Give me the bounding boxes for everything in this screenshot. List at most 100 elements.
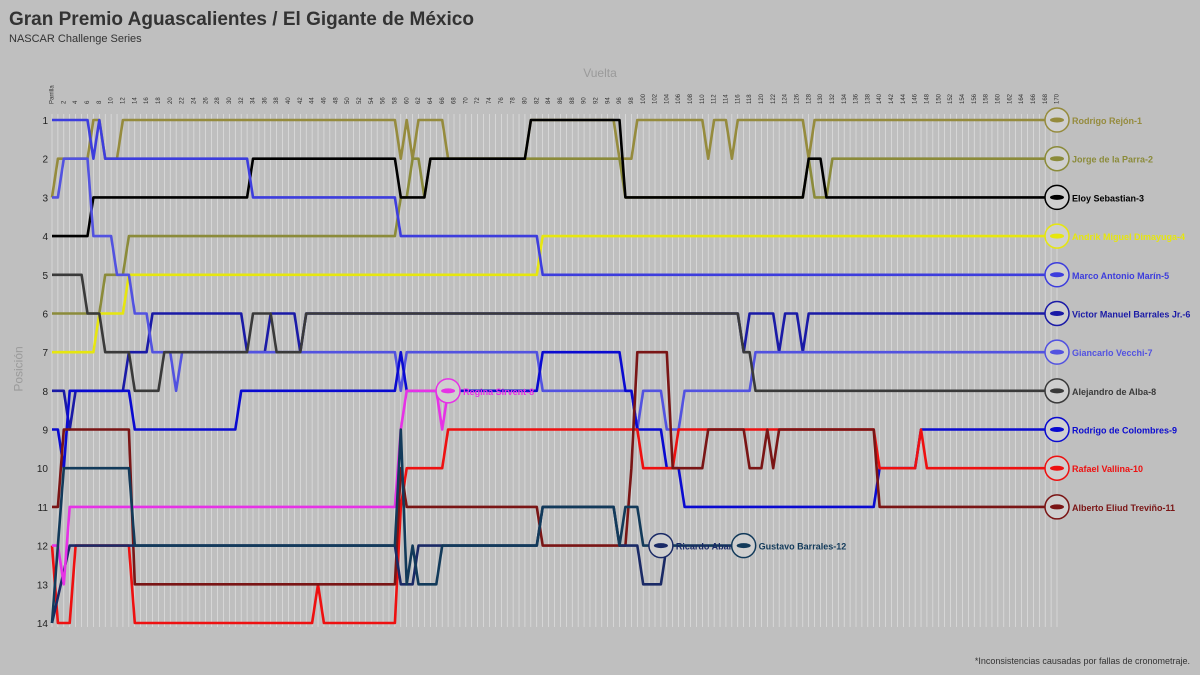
x-tick-label: 106 xyxy=(676,93,682,104)
x-tick-label: 48 xyxy=(333,97,339,104)
x-tick-label: 24 xyxy=(191,97,197,104)
x-tick-label: 114 xyxy=(724,94,730,104)
x-tick-label: 132 xyxy=(830,93,836,104)
x-tick-label: 170 xyxy=(1055,93,1061,104)
chart-title: Gran Premio Aguascalientes / El Gigante … xyxy=(9,9,474,30)
x-tick-label: 120 xyxy=(759,93,765,104)
x-tick-label: 116 xyxy=(735,94,741,104)
series-end-label: Rodrigo de Colombres-9 xyxy=(1072,426,1177,436)
x-tick-label: 4 xyxy=(73,100,79,104)
x-tick-label: 40 xyxy=(286,97,292,104)
x-tick-label: 154 xyxy=(960,93,966,104)
x-tick-label: 104 xyxy=(664,93,670,104)
x-tick-label: 70 xyxy=(463,97,469,104)
y-tick-label: 9 xyxy=(42,426,48,437)
x-tick-label: 124 xyxy=(783,93,789,104)
y-tick-label: 6 xyxy=(42,309,48,320)
x-tick-label: 84 xyxy=(546,97,552,104)
x-tick-label: 126 xyxy=(794,93,800,104)
car-icon xyxy=(1050,388,1064,394)
x-tick-label: 8 xyxy=(97,100,103,104)
x-tick-label: 34 xyxy=(251,97,257,104)
x-tick-label: 148 xyxy=(925,93,931,104)
x-tick-label: 26 xyxy=(203,97,209,104)
car-icon xyxy=(1050,349,1064,355)
series-line xyxy=(52,157,1057,315)
y-tick-label: 5 xyxy=(42,271,48,282)
x-tick-label: 32 xyxy=(239,97,245,104)
x-tick-label: 72 xyxy=(475,97,481,104)
y-tick-label: 1 xyxy=(42,116,48,127)
x-tick-label: 156 xyxy=(972,93,978,104)
chart-subtitle: NASCAR Challenge Series xyxy=(9,33,142,45)
x-tick-label: 142 xyxy=(889,93,895,104)
x-tick-label: 136 xyxy=(854,93,860,104)
x-tick-label: 86 xyxy=(558,97,564,104)
series-end-label: Alejandro de Alba-8 xyxy=(1072,387,1156,397)
y-tick-label: 11 xyxy=(38,503,49,514)
car-icon xyxy=(1050,427,1064,433)
x-tick-label: 108 xyxy=(688,93,694,104)
x-tick-label: 56 xyxy=(381,97,387,104)
x-tick-label: 22 xyxy=(180,97,186,104)
y-tick-label: 14 xyxy=(37,619,49,630)
y-tick-label: 12 xyxy=(37,542,49,553)
car-icon xyxy=(653,543,668,549)
y-tick-label: 3 xyxy=(42,193,48,204)
x-tick-label: 98 xyxy=(629,97,635,104)
x-tick-label: 20 xyxy=(168,97,174,104)
series-end-label: Eloy Sebastian-3 xyxy=(1072,193,1144,203)
series-line xyxy=(52,350,1057,509)
x-tick-label: 158 xyxy=(984,93,990,104)
x-tick-label: 112 xyxy=(712,94,718,104)
y-tick-label: 13 xyxy=(37,580,49,591)
x-tick-label: 2 xyxy=(61,100,67,104)
series-end-label: Marco Antonio Marín-5 xyxy=(1072,271,1169,281)
x-tick-label: 38 xyxy=(274,97,280,104)
y-tick-label: 10 xyxy=(37,464,49,475)
car-icon xyxy=(1050,233,1064,239)
x-tick-label: 12 xyxy=(121,97,127,104)
series-end-label: Gustavo Barrales-12 xyxy=(759,542,847,552)
x-tick-label: 76 xyxy=(499,97,505,104)
x-tick-label: 96 xyxy=(617,97,623,104)
y-tick-label: 7 xyxy=(42,348,48,359)
x-tick-label: 58 xyxy=(392,97,398,104)
x-tick-label: 80 xyxy=(523,97,529,104)
series-end-label: Rodrigo Rejón-1 xyxy=(1072,116,1142,126)
x-tick-label: 46 xyxy=(322,97,328,104)
x-tick-label: 30 xyxy=(227,97,233,104)
x-tick-label: 138 xyxy=(865,93,871,104)
series-end-label: Andrik Miguel Dimayuga-4 xyxy=(1072,232,1185,242)
car-icon xyxy=(1050,272,1064,278)
x-tick-label: 100 xyxy=(641,93,647,104)
series-line xyxy=(50,428,744,624)
x-tick-label: 60 xyxy=(404,97,410,104)
car-icon xyxy=(441,388,456,394)
x-tick-label: 110 xyxy=(700,94,706,104)
x-tick-label: 152 xyxy=(948,93,954,104)
x-tick-label: 10 xyxy=(109,97,115,104)
x-tick-label: 146 xyxy=(913,93,919,104)
x-tick-label: 144 xyxy=(901,93,907,104)
car-icon xyxy=(1050,117,1064,123)
x-tick-label: 82 xyxy=(534,97,540,104)
x-tick-label: 66 xyxy=(440,97,446,104)
x-tick-label: 68 xyxy=(452,97,458,104)
car-icon xyxy=(1050,310,1064,316)
x-tick-label: 74 xyxy=(487,97,493,104)
car-icon xyxy=(736,543,751,549)
x-axis-label: Vuelta xyxy=(583,66,617,80)
series-line xyxy=(52,118,1057,238)
x-tick-label: 168 xyxy=(1043,93,1049,104)
series-line xyxy=(52,118,1057,277)
x-tick-label: 62 xyxy=(416,97,422,104)
x-tick-label: 88 xyxy=(570,97,576,104)
x-tick-label: 134 xyxy=(842,93,848,104)
x-tick-label: 166 xyxy=(1031,93,1037,104)
x-tick-label: 36 xyxy=(262,97,268,104)
x-tick-label: 150 xyxy=(936,93,942,104)
x-tick-label: 64 xyxy=(428,97,434,104)
footnote: *Inconsistencias causadas por fallas de … xyxy=(974,656,1190,666)
